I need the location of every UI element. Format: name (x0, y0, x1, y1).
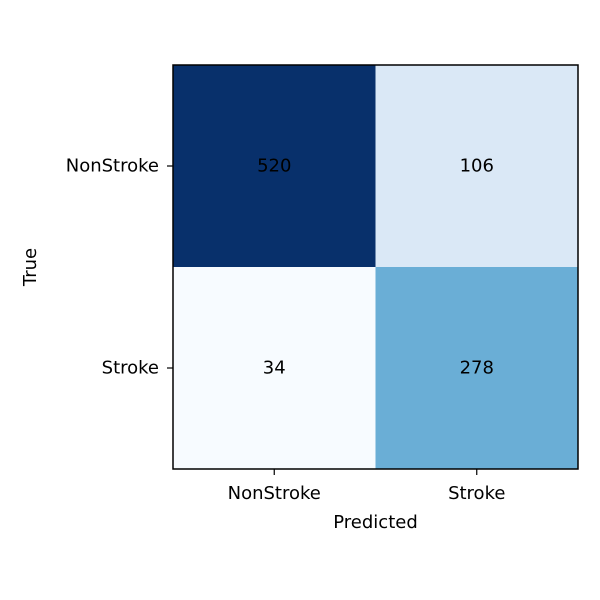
y-tick-label: Stroke (102, 358, 159, 379)
x-axis-ticks: NonStroke Stroke (228, 469, 505, 504)
heatmap-cell-values: 520 106 34 278 (257, 156, 494, 379)
y-tick-label: NonStroke (66, 156, 159, 177)
heatmap-cell-0-1 (375, 65, 579, 268)
heatmap-cells (173, 65, 579, 470)
y-axis-ticks: NonStroke Stroke (66, 156, 173, 379)
x-tick-label: Stroke (448, 483, 505, 504)
heatmap-cell-0-0 (173, 65, 376, 268)
cell-value-0-0: 520 (257, 156, 291, 177)
cell-value-0-1: 106 (460, 156, 494, 177)
cell-value-1-1: 278 (460, 358, 494, 379)
heatmap-cell-1-0 (173, 267, 376, 470)
x-tick-label: NonStroke (228, 483, 321, 504)
x-axis-label: Predicted (333, 512, 418, 533)
cell-value-1-0: 34 (263, 358, 286, 379)
y-axis-label: True (20, 248, 41, 287)
heatmap-cell-1-1 (375, 267, 579, 470)
plot-frame (172, 64, 579, 470)
